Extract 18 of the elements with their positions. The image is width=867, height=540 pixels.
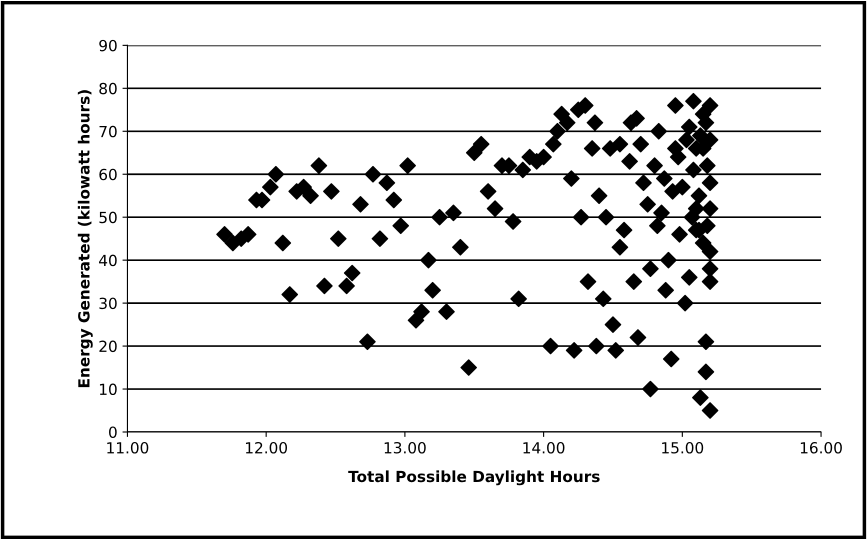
x-tick-label: 11.00: [107, 442, 148, 454]
x-tick-label: 12.00: [246, 442, 288, 454]
y-tick-label: 90: [99, 40, 117, 52]
x-tick-label: 16.00: [800, 442, 842, 454]
x-axis-title: Total Possible Daylight Hours: [348, 470, 600, 486]
y-tick-label: 70: [100, 126, 117, 138]
y-tick-label: 0: [109, 426, 117, 438]
y-tick-label: 30: [99, 298, 117, 310]
y-tick-label: 20: [99, 340, 117, 352]
y-tick-label: 80: [99, 82, 117, 94]
y-tick-label: 10: [100, 384, 117, 396]
x-tick-label: 15.00: [662, 442, 704, 454]
x-tick-label: 14.00: [523, 442, 564, 454]
y-tick-label: 40: [99, 254, 117, 266]
y-axis-title: Energy Generated (kilowatt hours): [78, 90, 93, 388]
y-tick-label: 50: [99, 212, 117, 224]
y-tick-label: 60: [99, 168, 117, 180]
x-tick-label: 13.00: [384, 442, 426, 454]
